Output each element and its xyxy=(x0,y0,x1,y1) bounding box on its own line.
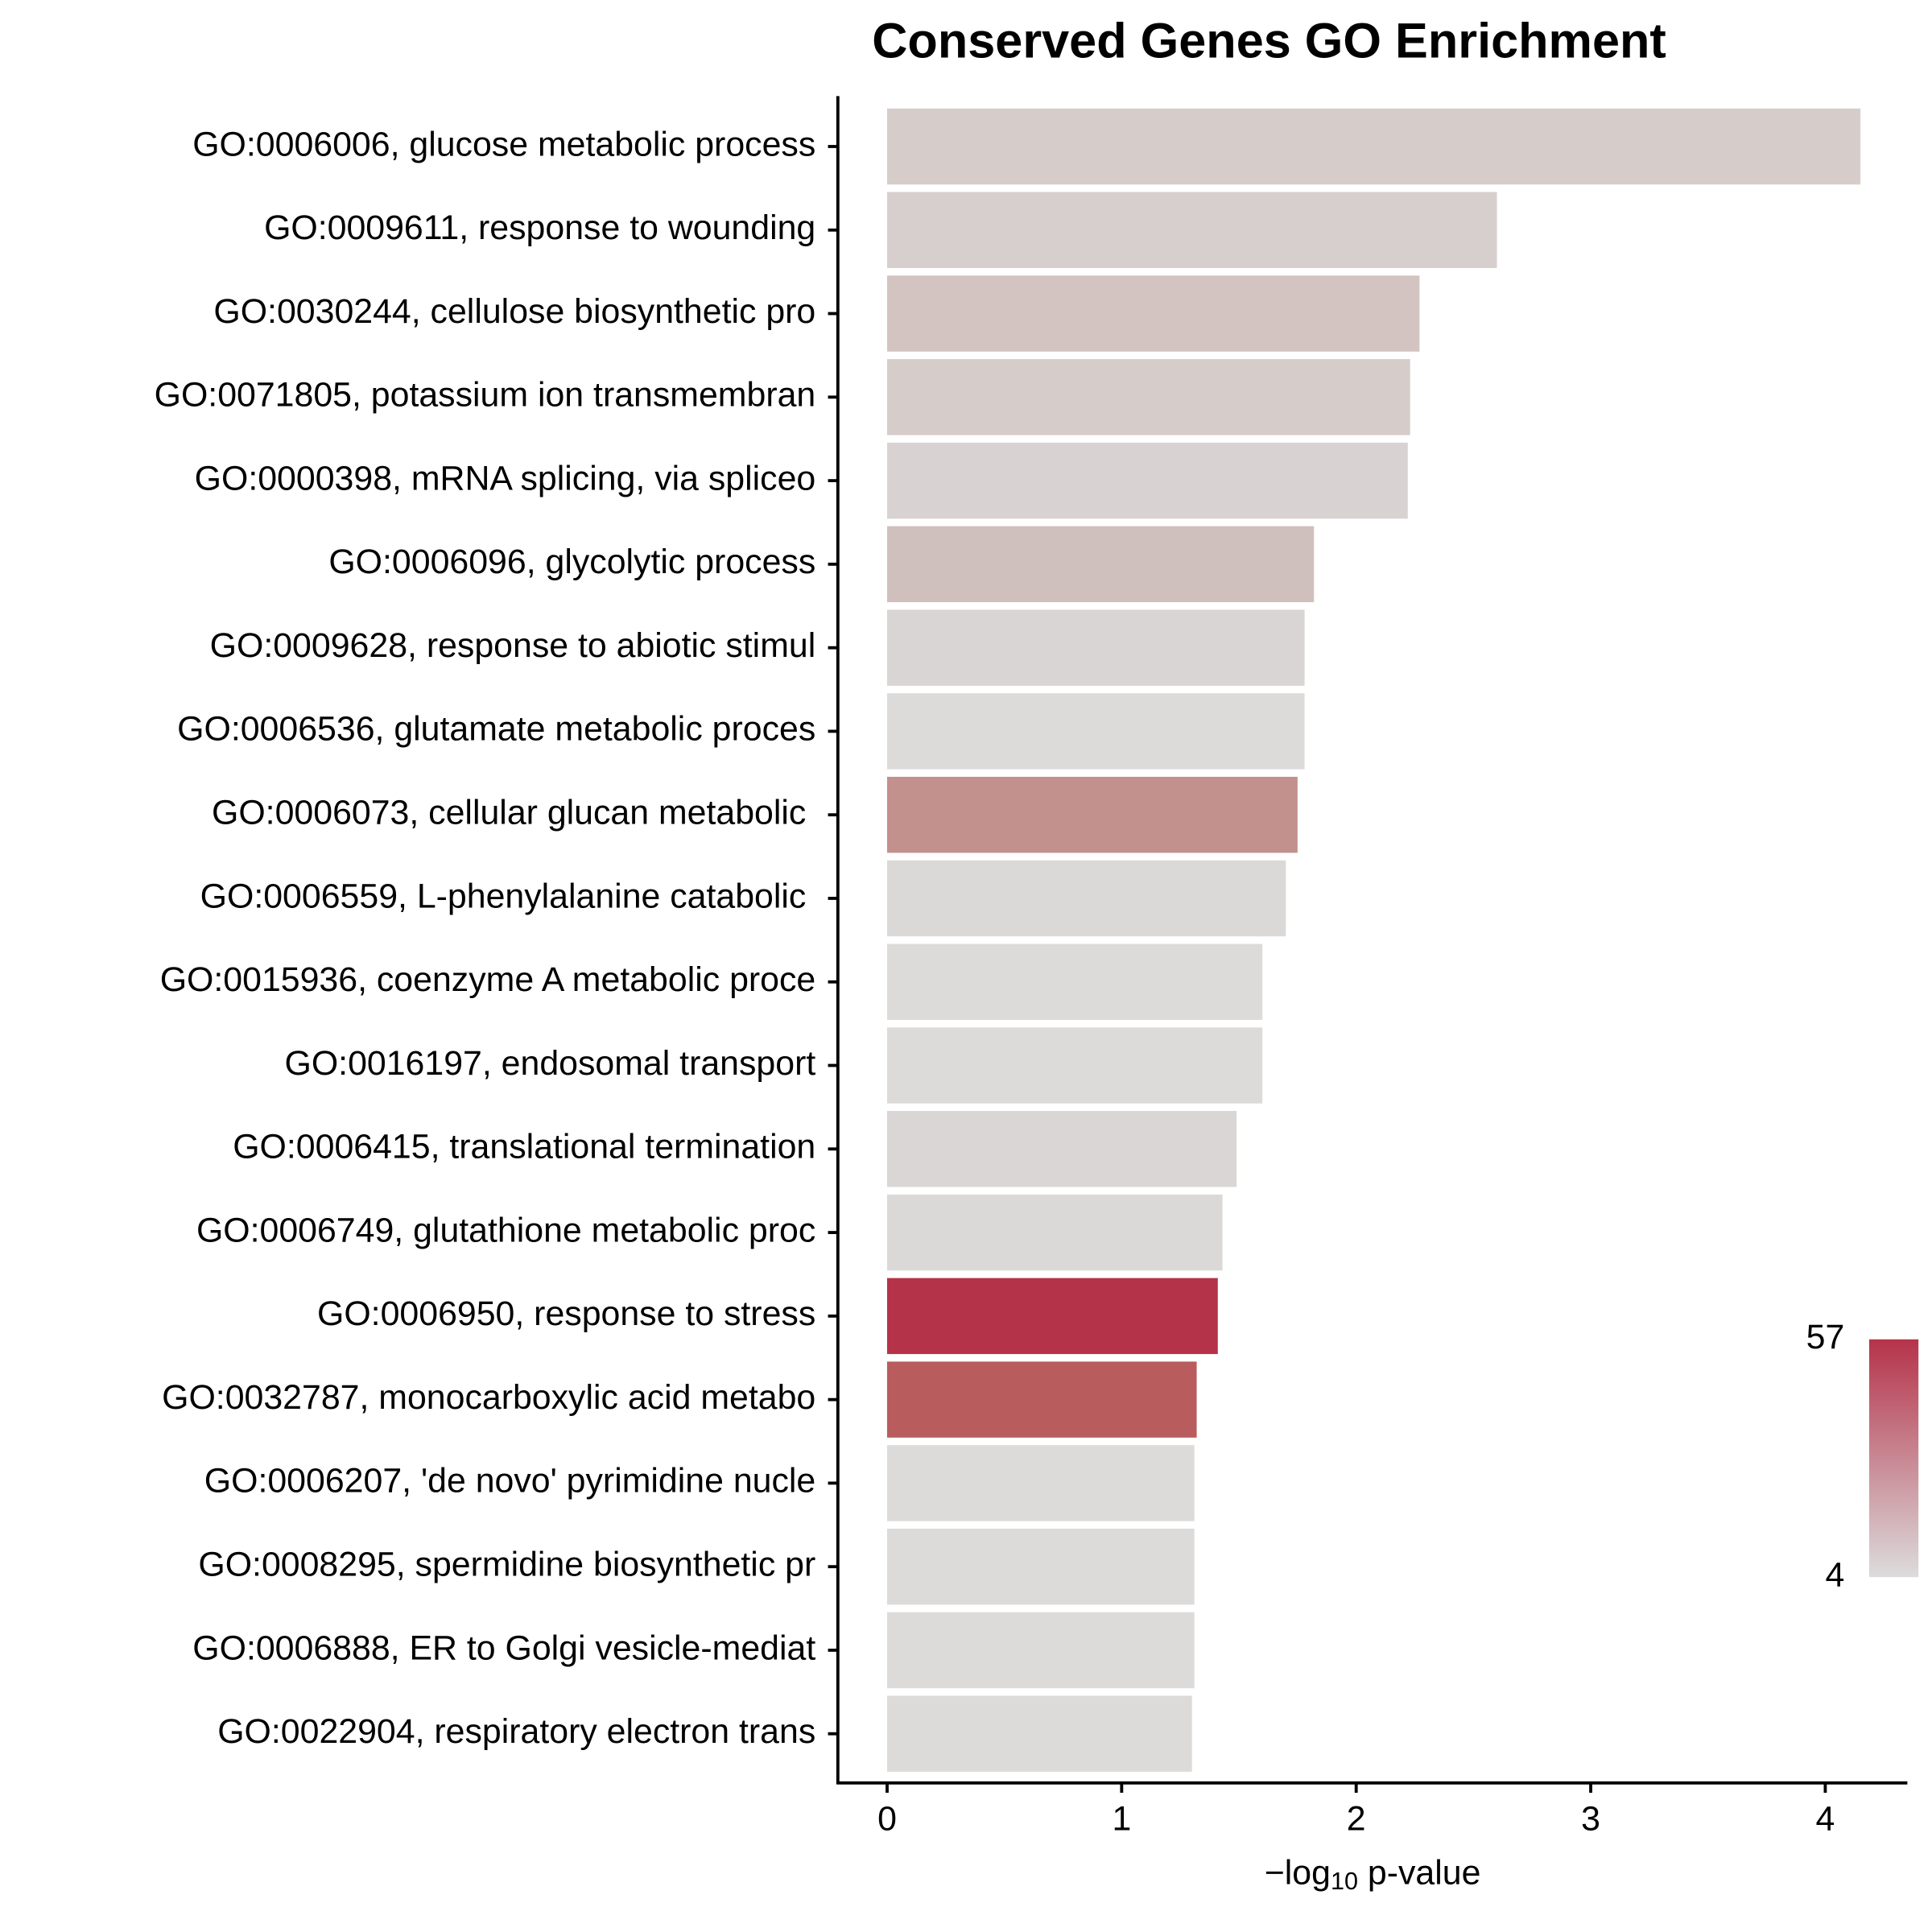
y-tick-label: GO:0009628, response to abiotic stimul xyxy=(210,626,816,665)
y-tick-label: GO:0006207, 'de novo' pyrimidine nucle xyxy=(204,1462,815,1501)
y-tick-label: GO:0071805, potassium ion transmembran xyxy=(155,376,816,415)
y-tick-label: GO:0006415, translational termination xyxy=(233,1128,815,1166)
bar xyxy=(887,860,1286,937)
x-axis-label: −log10 p-value xyxy=(1265,1854,1481,1895)
bar xyxy=(887,1361,1197,1438)
y-tick-label: GO:0000398, mRNA splicing, via spliceo xyxy=(195,459,816,497)
x-tick-label: 2 xyxy=(1347,1800,1366,1839)
bar xyxy=(887,526,1315,603)
bar xyxy=(887,1278,1218,1355)
bar xyxy=(887,108,1861,185)
y-tick-label: GO:0006096, glycolytic process xyxy=(328,543,815,581)
bar xyxy=(887,1612,1195,1689)
bar xyxy=(887,693,1305,770)
y-tick-label: GO:0030244, cellulose biosynthetic pro xyxy=(213,292,815,331)
y-tick-label: GO:0016197, endosomal transport xyxy=(285,1044,816,1083)
bar xyxy=(887,943,1263,1020)
bar xyxy=(887,275,1420,352)
bar xyxy=(887,776,1298,853)
bar xyxy=(887,1027,1263,1104)
y-tick-label: GO:0008295, spermidine biosynthetic pr xyxy=(198,1545,815,1583)
x-tick-label: 1 xyxy=(1112,1800,1131,1839)
bar xyxy=(887,442,1408,519)
bar xyxy=(887,359,1410,436)
y-tick-label: GO:0006073, cellular glucan metabolic xyxy=(212,794,815,832)
y-tick-label: GO:0006749, glutathione metabolic proc xyxy=(196,1211,815,1249)
y-tick-label: GO:0006950, response to stress xyxy=(317,1294,815,1333)
y-tick-label: GO:0032787, monocarboxylic acid metabo xyxy=(162,1378,815,1417)
y-tick-label: GO:0006888, ER to Golgi vesicle-mediat xyxy=(192,1629,815,1667)
y-tick-label: GO:0022904, respiratory electron trans xyxy=(217,1712,815,1751)
bar xyxy=(887,1695,1192,1772)
y-tick-label: GO:0006559, L-phenylalanine catabolic xyxy=(200,877,816,915)
y-tick-label: GO:0006006, glucose metabolic process xyxy=(192,125,815,163)
bar xyxy=(887,1528,1195,1605)
bar xyxy=(887,1194,1223,1271)
colorbar xyxy=(1868,1339,1919,1578)
x-tick-label: 0 xyxy=(877,1800,897,1839)
chart-title: Conserved Genes GO Enrichment xyxy=(872,13,1666,68)
bar xyxy=(887,1445,1195,1521)
x-tick-label: 4 xyxy=(1816,1800,1835,1839)
y-tick-label: GO:0015936, coenzyme A metabolic proce xyxy=(160,960,816,999)
bar xyxy=(887,609,1305,686)
colorbar-tick-label: 4 xyxy=(1825,1555,1844,1594)
bar xyxy=(887,1111,1237,1187)
y-tick-label: GO:0006536, glutamate metabolic proces xyxy=(177,710,815,749)
colorbar-tick-label: 57 xyxy=(1806,1318,1845,1356)
y-tick-label: GO:0009611, response to wounding xyxy=(264,208,815,247)
bar xyxy=(887,192,1497,268)
x-tick-label: 3 xyxy=(1581,1800,1600,1839)
